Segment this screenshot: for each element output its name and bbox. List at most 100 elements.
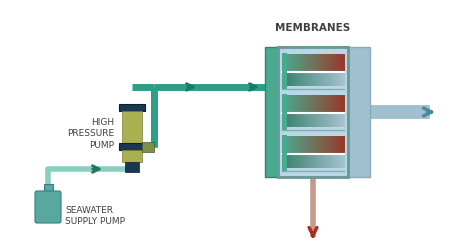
Bar: [297, 74, 300, 87]
Bar: [311, 155, 314, 169]
Bar: [310, 155, 312, 169]
Bar: [330, 74, 332, 87]
Bar: [333, 55, 335, 72]
Bar: [327, 74, 329, 87]
Bar: [316, 114, 318, 128]
Bar: [299, 74, 301, 87]
Bar: [325, 114, 328, 128]
Bar: [338, 155, 340, 169]
Bar: [293, 96, 295, 113]
Bar: [335, 114, 337, 128]
Bar: [318, 155, 320, 169]
Bar: [282, 54, 287, 90]
Bar: [299, 136, 301, 154]
Bar: [327, 155, 329, 169]
Bar: [315, 136, 317, 154]
Bar: [304, 114, 306, 128]
Bar: [342, 55, 345, 72]
Bar: [290, 55, 292, 72]
Bar: [282, 114, 284, 128]
Bar: [282, 94, 344, 130]
Bar: [291, 114, 293, 128]
Bar: [290, 155, 292, 169]
Bar: [294, 114, 297, 128]
Bar: [284, 74, 286, 87]
Bar: [316, 136, 318, 154]
Text: MEMBRANES: MEMBRANES: [275, 23, 351, 33]
Bar: [327, 136, 329, 154]
Bar: [282, 74, 284, 87]
Bar: [119, 104, 145, 112]
Bar: [293, 155, 295, 169]
Bar: [302, 74, 304, 87]
Bar: [341, 74, 343, 87]
Bar: [294, 155, 297, 169]
Bar: [319, 74, 321, 87]
Bar: [318, 96, 320, 113]
Bar: [301, 55, 303, 72]
Bar: [297, 55, 300, 72]
Bar: [313, 136, 315, 154]
Bar: [302, 96, 304, 113]
Bar: [290, 136, 292, 154]
Bar: [328, 55, 331, 72]
Bar: [333, 155, 335, 169]
Bar: [296, 136, 298, 154]
Bar: [278, 48, 348, 177]
Bar: [301, 155, 303, 169]
Bar: [305, 55, 307, 72]
Bar: [332, 96, 333, 113]
Bar: [285, 155, 287, 169]
Bar: [296, 114, 298, 128]
Bar: [319, 96, 321, 113]
Bar: [332, 55, 333, 72]
Bar: [318, 114, 320, 128]
Bar: [296, 155, 298, 169]
Bar: [336, 96, 338, 113]
Bar: [319, 155, 321, 169]
Bar: [311, 114, 314, 128]
Bar: [307, 96, 309, 113]
Bar: [294, 96, 297, 113]
Bar: [293, 136, 295, 154]
Bar: [297, 136, 300, 154]
Bar: [336, 74, 338, 87]
Bar: [327, 114, 329, 128]
Bar: [336, 136, 338, 154]
Bar: [304, 136, 306, 154]
Bar: [335, 136, 337, 154]
FancyBboxPatch shape: [35, 191, 61, 223]
Bar: [318, 55, 320, 72]
Bar: [142, 142, 154, 152]
Bar: [322, 74, 324, 87]
Bar: [319, 55, 321, 72]
Bar: [327, 96, 329, 113]
Bar: [313, 74, 315, 87]
Bar: [310, 74, 312, 87]
Bar: [328, 96, 331, 113]
Bar: [282, 136, 284, 154]
Bar: [282, 94, 287, 130]
Bar: [293, 74, 295, 87]
Bar: [341, 96, 343, 113]
Bar: [330, 114, 332, 128]
Bar: [316, 96, 318, 113]
Bar: [282, 55, 284, 72]
Bar: [322, 136, 324, 154]
Bar: [335, 55, 337, 72]
Bar: [338, 136, 340, 154]
Bar: [305, 96, 307, 113]
Bar: [287, 74, 289, 87]
Bar: [302, 155, 304, 169]
Bar: [324, 136, 326, 154]
Bar: [324, 96, 326, 113]
Bar: [282, 155, 284, 169]
Bar: [294, 74, 297, 87]
Bar: [278, 48, 348, 177]
Bar: [291, 136, 293, 154]
Bar: [321, 74, 323, 87]
Bar: [328, 136, 331, 154]
Bar: [322, 96, 324, 113]
Bar: [332, 114, 333, 128]
Bar: [342, 74, 345, 87]
